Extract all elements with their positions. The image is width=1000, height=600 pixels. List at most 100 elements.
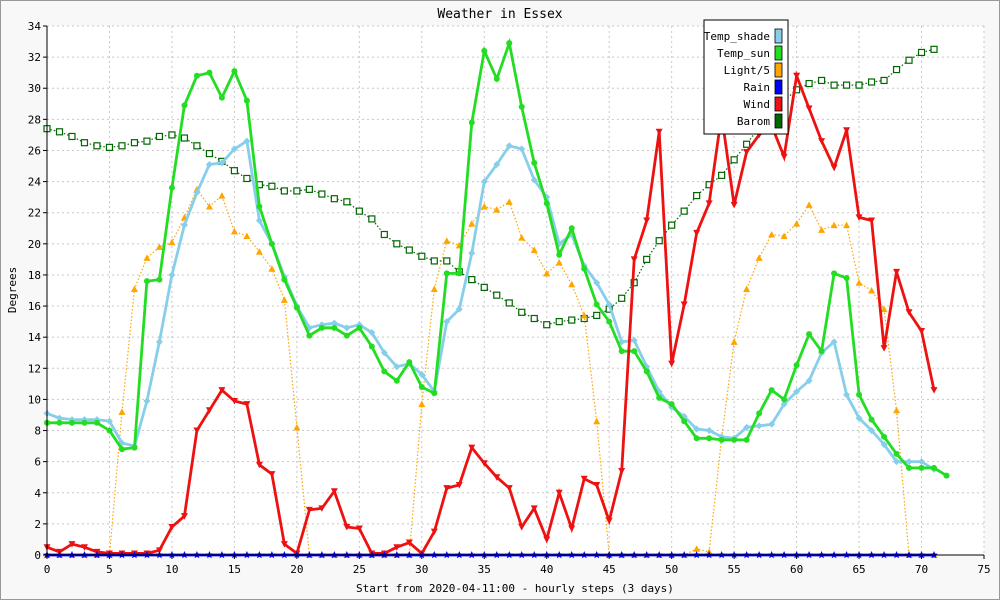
data-point (418, 400, 426, 408)
data-point (505, 142, 513, 150)
data-point (481, 47, 488, 54)
y-axis-label: Degrees (6, 267, 19, 313)
data-point (205, 202, 213, 210)
data-point (843, 391, 851, 399)
data-point (630, 256, 638, 263)
x-tick-label: 0 (44, 563, 51, 576)
y-tick-label: 24 (28, 176, 42, 189)
data-point (543, 200, 550, 207)
data-point (755, 422, 763, 430)
y-tick-label: 4 (34, 487, 41, 500)
legend-label: Rain (744, 81, 771, 94)
data-point (93, 419, 100, 426)
data-point (80, 139, 89, 147)
data-point (468, 119, 475, 126)
data-point (605, 517, 613, 525)
data-point (681, 418, 688, 425)
data-point (693, 545, 701, 552)
legend-swatch (774, 45, 783, 61)
data-point (843, 275, 850, 282)
data-point (730, 201, 738, 209)
y-tick-label: 20 (28, 238, 41, 251)
data-point (880, 345, 888, 352)
x-tick-label: 30 (415, 563, 428, 576)
data-point (855, 81, 863, 89)
x-tick-label: 65 (852, 563, 865, 576)
x-tick-label: 5 (106, 563, 113, 576)
data-point (743, 285, 751, 292)
data-point (693, 425, 701, 433)
data-point (393, 544, 401, 551)
data-point (568, 280, 576, 288)
data-point (793, 388, 801, 396)
series-wind (43, 70, 938, 557)
data-point (855, 414, 863, 422)
data-point (368, 343, 375, 350)
data-point (80, 544, 88, 551)
data-point (443, 257, 451, 265)
legend-items: Temp_shade Temp_sun Light/5 Rain Wind Barom (704, 28, 783, 129)
data-point (867, 78, 876, 86)
data-point (593, 481, 601, 489)
data-point (693, 229, 701, 237)
data-point (531, 159, 538, 166)
data-point (630, 336, 638, 344)
y-tick-label: 26 (28, 144, 41, 157)
y-tick-label: 14 (28, 331, 42, 344)
data-point (431, 390, 438, 397)
data-point (380, 230, 388, 239)
data-point (430, 285, 438, 292)
data-point (830, 164, 838, 172)
data-point (780, 400, 788, 408)
data-point (405, 539, 413, 547)
data-point (468, 276, 476, 284)
x-axis-label: Start from 2020-04-11:00 - hourly steps … (356, 582, 674, 595)
data-point (268, 265, 276, 272)
data-point (243, 97, 250, 104)
legend-label: Temp_shade (704, 30, 770, 43)
series-line (46, 138, 935, 471)
data-point (493, 75, 500, 82)
data-point (793, 72, 801, 80)
data-point (818, 226, 826, 233)
data-point (906, 464, 913, 471)
data-point (568, 525, 576, 533)
data-point (868, 416, 875, 423)
data-point (555, 258, 563, 266)
data-point (518, 145, 526, 153)
data-point (893, 268, 901, 276)
data-point (380, 349, 388, 357)
data-point (180, 221, 188, 229)
data-point (68, 132, 76, 141)
data-point (818, 138, 826, 145)
data-point (668, 221, 676, 229)
data-point (480, 283, 488, 291)
data-point (518, 308, 526, 316)
data-point (918, 327, 926, 335)
data-point (580, 475, 588, 483)
y-tick-label: 32 (28, 51, 41, 64)
data-point (655, 128, 663, 136)
legend-label: Wind (744, 98, 771, 111)
data-point (230, 397, 238, 405)
legend-swatch (774, 96, 783, 112)
data-point (605, 301, 613, 309)
data-point (530, 246, 538, 254)
data-point (480, 202, 488, 210)
x-tick-label: 25 (353, 563, 366, 576)
data-point (756, 410, 763, 417)
data-point (230, 167, 238, 175)
data-point (743, 140, 751, 148)
y-tick-label: 12 (28, 362, 41, 375)
data-point (543, 269, 551, 277)
data-point (418, 371, 426, 379)
data-point (768, 420, 776, 428)
data-point (143, 137, 151, 145)
data-point (668, 360, 676, 368)
data-point (880, 441, 888, 449)
data-point (893, 406, 901, 414)
data-point (281, 276, 288, 283)
data-point (255, 216, 263, 224)
data-point (293, 304, 300, 311)
data-point (218, 94, 225, 101)
